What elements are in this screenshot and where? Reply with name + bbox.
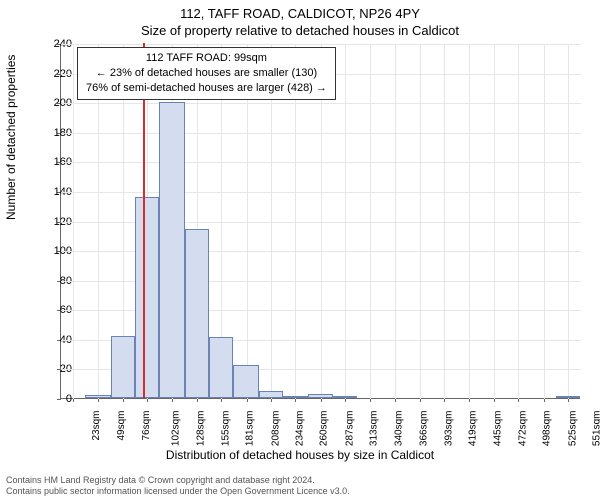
xtick-label: 23sqm [91, 411, 102, 441]
info-line-2: ← 23% of detached houses are smaller (13… [86, 66, 327, 81]
xtick-label: 366sqm [418, 411, 429, 447]
histogram-bar [85, 395, 110, 398]
histogram-bar [308, 394, 332, 398]
histogram-bar [283, 396, 308, 398]
gridline-v [370, 44, 371, 399]
histogram-bar [135, 197, 159, 398]
gridline-v [73, 44, 74, 399]
footer-line-2: Contains public sector information licen… [6, 486, 350, 497]
xtick-label: 155sqm [220, 411, 231, 447]
gridline-v [420, 44, 421, 399]
histogram-bar [159, 102, 184, 398]
ytick-label: 0 [42, 393, 72, 405]
xtick-label: 76sqm [141, 411, 152, 441]
info-line-3: 76% of semi-detached houses are larger (… [86, 81, 327, 96]
xtick-label: 445sqm [492, 411, 503, 447]
histogram-bar [185, 229, 209, 398]
y-axis-label: Number of detached properties [4, 55, 18, 220]
xtick-label: 313sqm [368, 411, 379, 447]
xtick-label: 340sqm [394, 411, 405, 447]
histogram-bar [333, 396, 357, 398]
xtick-label: 525sqm [567, 411, 578, 447]
xtick-label: 260sqm [319, 411, 330, 447]
histogram-bar [111, 336, 135, 398]
xtick-label: 208sqm [270, 411, 281, 447]
gridline-v [568, 44, 569, 399]
chart-container: 112, TAFF ROAD, CALDICOT, NP26 4PY Size … [0, 0, 600, 500]
gridline-v [444, 44, 445, 399]
info-box: 112 TAFF ROAD: 99sqm ← 23% of detached h… [77, 47, 336, 100]
xtick-label: 551sqm [591, 411, 600, 447]
footer: Contains HM Land Registry data © Crown c… [6, 475, 350, 497]
gridline-v [544, 44, 545, 399]
xtick-label: 498sqm [542, 411, 553, 447]
histogram-bar [233, 365, 258, 398]
xtick-label: 181sqm [245, 411, 256, 447]
title-main: 112, TAFF ROAD, CALDICOT, NP26 4PY [0, 0, 600, 21]
xtick-label: 102sqm [171, 411, 182, 447]
xtick-label: 472sqm [517, 411, 528, 447]
xtick-label: 49sqm [116, 411, 127, 441]
gridline-v [494, 44, 495, 399]
xtick-label: 419sqm [468, 411, 479, 447]
info-line-1: 112 TAFF ROAD: 99sqm [86, 51, 327, 66]
x-axis-label: Distribution of detached houses by size … [0, 448, 600, 462]
xtick-label: 128sqm [195, 411, 206, 447]
gridline-v [395, 44, 396, 399]
histogram-bar [556, 396, 580, 398]
xtick-label: 393sqm [443, 411, 454, 447]
title-sub: Size of property relative to detached ho… [0, 21, 600, 38]
gridline-v [469, 44, 470, 399]
gridline-v [345, 44, 346, 399]
footer-line-1: Contains HM Land Registry data © Crown c… [6, 475, 350, 486]
histogram-bar [209, 337, 233, 398]
gridline-v [518, 44, 519, 399]
xtick-label: 287sqm [344, 411, 355, 447]
histogram-bar [259, 391, 283, 398]
xtick-label: 234sqm [294, 411, 305, 447]
